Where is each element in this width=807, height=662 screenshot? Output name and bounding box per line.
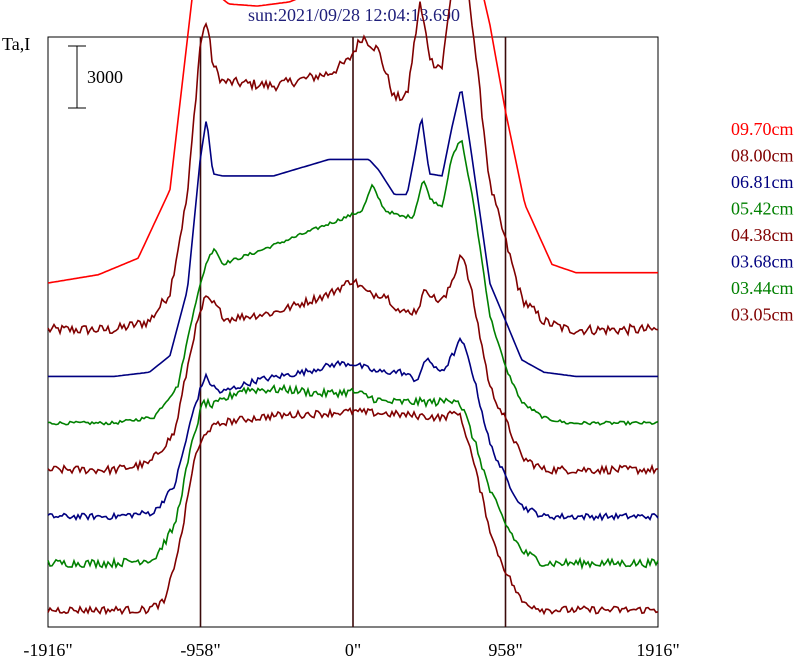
x-tick-labels: -1916" -958" 0" 958" 1916": [23, 640, 679, 660]
y-axis-label: Ta,I: [2, 34, 30, 54]
series-line: [47, 0, 658, 284]
legend-entry: 08.00cm: [731, 146, 794, 166]
x-tick-label: -1916": [23, 640, 72, 660]
series-line: [47, 253, 659, 477]
legend-entry: 05.42cm: [731, 199, 794, 219]
x-tick-label: 958": [488, 640, 522, 660]
x-tick-label: -958": [180, 640, 220, 660]
x-tick-label: 1916": [636, 640, 679, 660]
scale-bar-label: 3000: [87, 67, 123, 87]
series-layer: [47, 0, 659, 616]
series-line: [47, 383, 659, 571]
legend-entry: 03.68cm: [731, 252, 794, 272]
reference-lines: [199, 37, 507, 627]
scale-bar: 3000: [68, 45, 123, 109]
legend-entry: 09.70cm: [731, 119, 794, 139]
series-line: [47, 0, 659, 337]
legend-entry: 03.44cm: [731, 278, 794, 298]
legend-entry: 04.38cm: [731, 225, 794, 245]
legend-entry: 06.81cm: [731, 172, 794, 192]
x-tick-label: 0": [345, 640, 361, 660]
series-line: [47, 336, 659, 522]
series-line: [47, 406, 659, 616]
legend-entry: 03.05cm: [731, 305, 794, 325]
series-line: [48, 139, 659, 427]
legend: 09.70cm 08.00cm 06.81cm 05.42cm 04.38cm 03.68…: [731, 119, 794, 325]
chart-title: sun:2021/09/28 12:04:13.690: [248, 5, 460, 25]
series-line: [48, 91, 658, 378]
